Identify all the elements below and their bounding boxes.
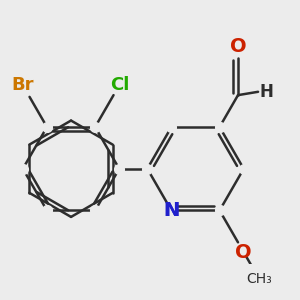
Text: Cl: Cl (110, 76, 129, 94)
Text: O: O (236, 243, 252, 262)
Text: N: N (163, 201, 179, 220)
Text: H: H (260, 83, 274, 101)
Text: CH₃: CH₃ (246, 272, 272, 286)
Text: N: N (163, 201, 179, 220)
Text: O: O (230, 37, 246, 56)
Text: Br: Br (12, 76, 34, 94)
